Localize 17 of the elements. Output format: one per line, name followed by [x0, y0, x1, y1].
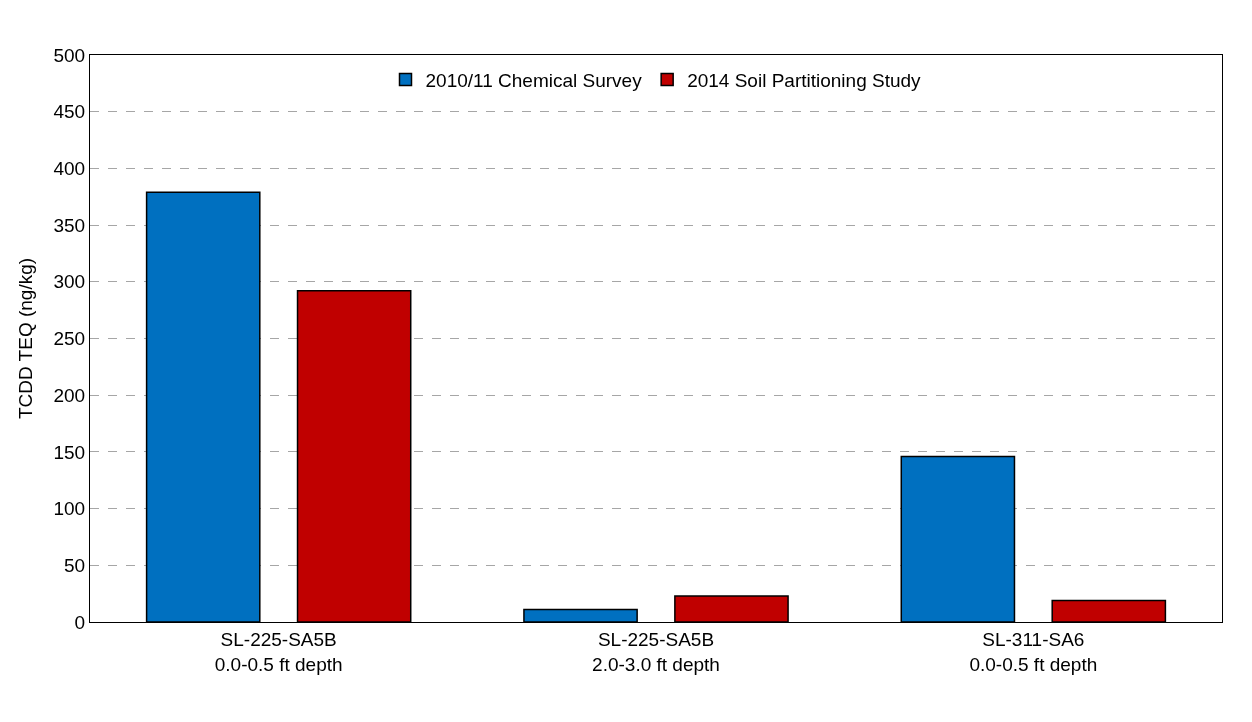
y-tick-label: 350 [53, 214, 86, 236]
y-tick-label: 50 [64, 554, 86, 576]
legend-label: 2014 Soil Partitioning Study [687, 69, 922, 91]
x-tick-label: SL-225-SA5B 2.0-3.0 ft depth [592, 628, 720, 675]
y-tick-label: 400 [53, 158, 86, 180]
y-tick-label: 100 [53, 498, 86, 520]
y-tick-label: 0 [74, 611, 86, 633]
y-axis-title: TCDD TEQ (ng/kg) [15, 257, 37, 420]
y-tick-label: 250 [53, 328, 86, 350]
y-tick-label: 450 [53, 101, 86, 123]
legend-label: 2010/11 Chemical Survey [425, 69, 643, 91]
y-tick-label: 500 [53, 44, 86, 66]
x-tick-label: SL-225-SA5B 0.0-0.5 ft depth [214, 628, 343, 675]
y-tick-label: 300 [53, 271, 86, 293]
y-tick-label: 200 [53, 384, 86, 406]
x-tick-label: SL-311-SA6 0.0-0.5 ft depth [969, 628, 1098, 675]
y-tick-label: 150 [53, 441, 86, 463]
